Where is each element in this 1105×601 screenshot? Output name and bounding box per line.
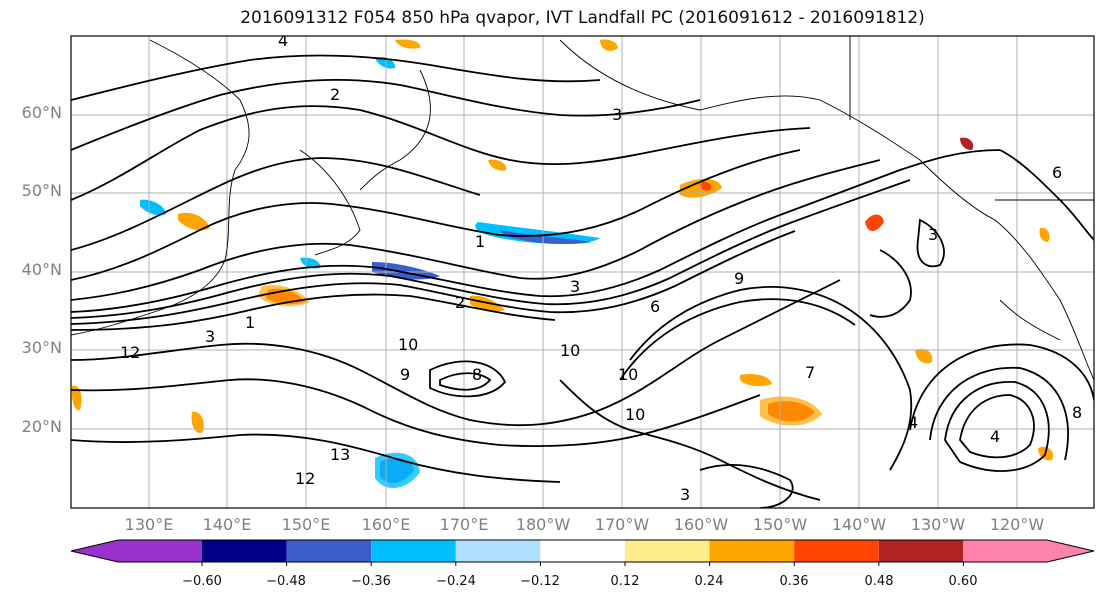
lon-label-130w: 130°W [910, 515, 966, 534]
colorbar-segment [118, 540, 202, 562]
colorbar-tick-label: 0.60 [948, 574, 978, 589]
map-title: 2016091312 F054 850 hPa qvapor, IVT Land… [240, 8, 925, 28]
contour-label: 12 [120, 343, 140, 362]
contour-label: 10 [625, 405, 645, 424]
colorbar-segment [455, 540, 541, 562]
colorbar [70, 539, 1095, 566]
contour-lines [71, 54, 1094, 508]
coastlines [71, 36, 1094, 381]
colorbar-tick-label: −0.36 [351, 574, 391, 589]
colorbar-tick-label: −0.60 [182, 574, 222, 589]
lat-label-40n: 40°N [21, 260, 62, 279]
colorbar-tick-label: 0.24 [694, 574, 724, 589]
contour-label: 8 [472, 365, 482, 384]
colorbar-segment [371, 540, 456, 562]
shade-red-patch [865, 214, 884, 232]
contour-label: 3 [570, 277, 580, 296]
shade-blue-patch [475, 222, 600, 244]
lat-label-50n: 50°N [21, 181, 62, 200]
colorbar-tick-label: 0.12 [610, 574, 640, 589]
shade-darkblue-patch [500, 230, 592, 244]
contour-label: 4 [990, 427, 1000, 446]
lon-label-140w: 140°W [831, 515, 887, 534]
contour-label: 3 [928, 225, 938, 244]
map-frame [70, 35, 1095, 509]
contour-label: 10 [560, 341, 580, 360]
shade-orange-patch [740, 374, 772, 387]
contour-label: 10 [398, 335, 418, 354]
lat-label-60n: 60°N [21, 103, 62, 122]
lon-label-150w: 150°W [752, 515, 808, 534]
lat-label-30n: 30°N [21, 338, 62, 357]
colorbar-segment [286, 540, 372, 562]
shade-orange-patch [488, 159, 507, 171]
shade-orange-patch [600, 39, 618, 51]
contour-label: 7 [805, 363, 815, 382]
shade-blue-patch [300, 257, 321, 269]
contour-label: 3 [612, 105, 622, 124]
lon-label-170e: 170°E [439, 515, 489, 534]
colorbar-segment [794, 540, 879, 562]
contour-label: 10 [618, 365, 638, 384]
colorbar-segment [540, 540, 625, 562]
lon-label-160w: 160°W [673, 515, 729, 534]
lon-label-160e: 160°E [361, 515, 411, 534]
contour-label: 9 [734, 269, 744, 288]
contour-label: 1 [245, 313, 255, 332]
contour-labels: 4 2 3 1 2 3 1 3 9 6 10 9 8 10 10 13 12 1… [120, 31, 1082, 504]
colorbar-segment [878, 540, 963, 562]
colorbar-tick-label: −0.12 [520, 574, 560, 589]
shade-orange-patch [178, 212, 210, 231]
lon-label-120w: 120°W [989, 515, 1045, 534]
lon-label-140e: 140°E [202, 515, 252, 534]
contour-label: 1 [475, 232, 485, 251]
contour-label: 6 [1052, 163, 1062, 182]
lon-label-180w: 180°W [515, 515, 571, 534]
shade-darkred-patch [960, 137, 974, 150]
contour-label: 2 [455, 293, 465, 312]
contour-label: 12 [295, 469, 315, 488]
shade-orange-patch [71, 385, 82, 411]
colorbar-tick-label: −0.24 [436, 574, 476, 589]
contour-label: 13 [330, 445, 350, 464]
colorbar-segment [709, 540, 795, 562]
colorbar-outline [70, 539, 1095, 563]
shade-orange-patch [915, 348, 933, 364]
contour-label: 9 [400, 365, 410, 384]
colorbar-segment [963, 540, 1047, 562]
shade-orange-patch [191, 411, 204, 433]
shade-red-patch [699, 181, 712, 191]
contour-label: 2 [330, 85, 340, 104]
contour-label: 6 [650, 297, 660, 316]
contour-label: 3 [680, 485, 690, 504]
shade-orange-patch [395, 39, 421, 49]
colorbar-extend-min [71, 540, 118, 562]
shade-orange-patch [760, 396, 822, 426]
colorbar-tick-label: −0.48 [266, 574, 306, 589]
contour-label: 3 [205, 327, 215, 346]
lon-label-150e: 150°E [281, 515, 331, 534]
lon-label-130e: 130°E [124, 515, 174, 534]
colorbar-segment [202, 540, 287, 562]
contour-label: 8 [1072, 403, 1082, 422]
lat-label-20n: 20°N [21, 417, 62, 436]
contour-label: 4 [278, 31, 288, 50]
colorbar-extend-max [1047, 540, 1094, 562]
shade-orange-patch [1039, 227, 1050, 242]
shade-blue-patch [140, 199, 166, 216]
colorbar-tick-label: 0.48 [864, 574, 894, 589]
lon-label-170w: 170°W [594, 515, 650, 534]
contour-label: 4 [908, 413, 918, 432]
colorbar-tick-label: 0.36 [779, 574, 809, 589]
colorbar-segment [625, 540, 710, 562]
